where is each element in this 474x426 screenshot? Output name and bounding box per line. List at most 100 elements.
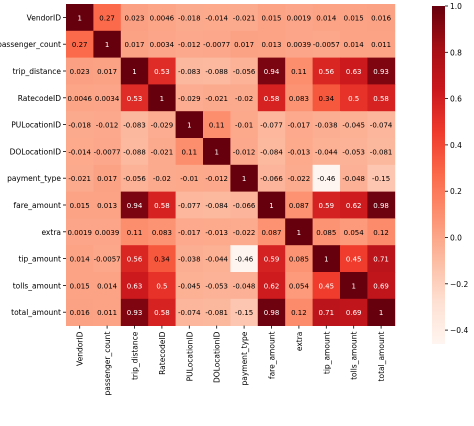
- y-tick-label: trip_distance: [13, 67, 62, 76]
- heatmap-cell: [148, 191, 176, 219]
- heatmap-cell: [340, 164, 368, 192]
- heatmap-cell: [367, 138, 396, 166]
- heatmap-cell: [285, 191, 313, 219]
- heatmap-cell: [203, 164, 231, 192]
- cell-value-label: 0.014: [97, 282, 118, 290]
- y-tick-label: tip_amount: [19, 255, 62, 264]
- y-tick-label: tolls_amount: [13, 281, 61, 290]
- heatmap-cell: [175, 84, 204, 112]
- heatmap-cell: [340, 138, 368, 166]
- heatmap-cell: [66, 30, 94, 58]
- cell-value-label: -0.038: [315, 122, 338, 130]
- heatmap-cell: [312, 138, 341, 166]
- cell-value-label: 0.0034: [95, 95, 120, 103]
- cell-value-label: -0.02: [235, 95, 253, 103]
- heatmap-cell: [230, 191, 259, 219]
- x-tick-label: extra: [295, 332, 304, 352]
- cell-value-label: 0.98: [264, 309, 280, 317]
- cell-value-label: -0.077: [178, 202, 201, 210]
- heatmap-cell: [340, 4, 368, 32]
- cell-value-label: -0.056: [233, 68, 256, 76]
- heatmap-cell: [66, 298, 94, 326]
- cell-value-label: 0.0019: [287, 14, 312, 22]
- cell-value-label: -0.02: [153, 175, 171, 183]
- heatmap-cell: [175, 4, 204, 32]
- y-tick-label: fare_amount: [14, 201, 62, 210]
- heatmap-cell: [148, 138, 176, 166]
- cell-value-label: 0.013: [261, 41, 281, 49]
- cell-value-label: 0.34: [154, 256, 170, 264]
- heatmap-cell: [367, 4, 396, 32]
- heatmap-cell: [93, 245, 122, 273]
- cell-value-label: -0.013: [288, 148, 311, 156]
- heatmap-cell: [175, 191, 204, 219]
- heatmap-cell: [203, 111, 231, 139]
- heatmap-cell: [312, 191, 341, 219]
- cell-value-label: 0.11: [209, 122, 225, 130]
- cell-value-label: -0.021: [68, 175, 91, 183]
- colorbar-tick-label: 0.2: [450, 187, 462, 196]
- heatmap-cell: [120, 57, 149, 85]
- cell-value-label: 0.69: [346, 309, 362, 317]
- cell-value-label: -0.022: [233, 229, 256, 237]
- cell-value-label: 0.62: [346, 202, 362, 210]
- cell-value-label: -0.053: [342, 148, 365, 156]
- cell-value-label: 1: [351, 282, 355, 290]
- heatmap-cell: [257, 164, 286, 192]
- heatmap-cell: [66, 57, 94, 85]
- x-tick-label: tip_amount: [322, 332, 331, 375]
- cell-value-label: 0.94: [264, 68, 280, 76]
- y-tick-label: DOLocationID: [10, 147, 62, 156]
- heatmap-cell: [230, 218, 259, 246]
- cell-value-label: -0.15: [235, 309, 253, 317]
- colorbar-tick-label: 0.4: [450, 141, 462, 150]
- cell-value-label: 1: [269, 202, 273, 210]
- heatmap-cell: [367, 57, 396, 85]
- heatmap-cell: [285, 4, 313, 32]
- y-tick-label: payment_type: [7, 174, 61, 183]
- heatmap-cell: [93, 30, 122, 58]
- cell-value-label: -0.0077: [203, 41, 230, 49]
- heatmap-cell: [340, 111, 368, 139]
- cell-value-label: 1: [242, 175, 246, 183]
- cell-value-label: -0.088: [123, 148, 146, 156]
- heatmap-cell: [230, 84, 259, 112]
- cell-value-label: 0.45: [346, 256, 362, 264]
- cell-value-label: 0.93: [373, 68, 389, 76]
- cell-value-label: 0.11: [182, 148, 198, 156]
- cell-value-label: -0.15: [372, 175, 390, 183]
- x-tick-label: DOLocationID: [213, 331, 222, 383]
- heatmap-cell: [120, 30, 149, 58]
- heatmap-cell: [93, 298, 122, 326]
- x-tick-label: passenger_count: [103, 332, 112, 396]
- heatmap-cell: [120, 272, 149, 300]
- x-tick-label: RatecodeID: [158, 331, 167, 374]
- y-tick-label: RatecodeID: [18, 94, 61, 103]
- cell-value-label: 0.023: [70, 68, 90, 76]
- heatmap-cell: [340, 245, 368, 273]
- cell-value-label: 0.94: [127, 202, 143, 210]
- heatmap-cell: [257, 57, 286, 85]
- cell-value-label: 0.087: [289, 202, 309, 210]
- heatmap-cell: [285, 164, 313, 192]
- heatmap-cell: [120, 138, 149, 166]
- cell-value-label: 0.014: [316, 14, 337, 22]
- cell-value-label: 0.58: [373, 95, 389, 103]
- cell-value-label: -0.048: [233, 282, 256, 290]
- cell-value-label: -0.012: [96, 122, 119, 130]
- cell-value-label: 0.0019: [67, 229, 92, 237]
- heatmap-cell: [120, 218, 149, 246]
- heatmap-cell: [120, 298, 149, 326]
- heatmap-cell: [66, 164, 94, 192]
- cell-value-label: 0.69: [373, 282, 389, 290]
- heatmap-cell: [285, 298, 313, 326]
- heatmap-cell: [312, 218, 341, 246]
- cell-value-label: 1: [105, 41, 109, 49]
- heatmap-cell: [120, 164, 149, 192]
- heatmap-cell: [312, 4, 341, 32]
- heatmap-cell: [175, 164, 204, 192]
- cell-value-label: -0.46: [235, 256, 254, 264]
- cell-value-label: -0.017: [288, 122, 311, 130]
